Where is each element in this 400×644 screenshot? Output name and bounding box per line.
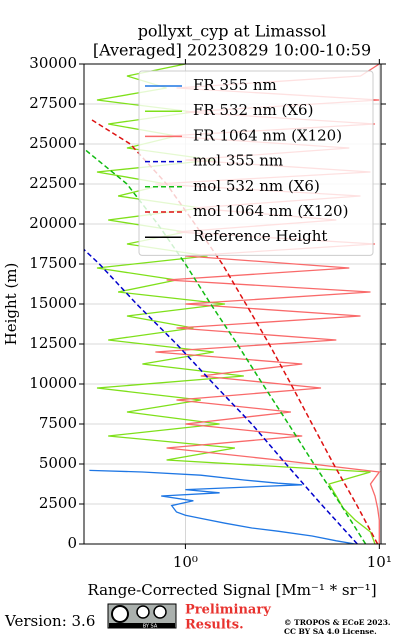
chart-subtitle: [Averaged] 20230829 10:00-10:59 <box>93 41 371 60</box>
legend-label: mol 355 nm <box>193 152 283 170</box>
series-line <box>89 469 356 544</box>
sa-icon <box>153 605 167 619</box>
y-tick-label: 15000 <box>29 294 77 312</box>
y-tick-label: 0 <box>67 534 77 552</box>
y-tick-label: 7500 <box>39 414 77 432</box>
legend-label: FR 1064 nm (X120) <box>193 126 342 144</box>
y-tick-label: 30000 <box>29 54 77 72</box>
badge-strip <box>109 623 175 628</box>
y-tick-label: 10000 <box>29 374 77 392</box>
y-tick-label: 5000 <box>39 454 77 472</box>
notice-line: Preliminary <box>185 603 271 618</box>
y-tick-label: 27500 <box>29 94 77 112</box>
y-tick-label: 20000 <box>29 214 77 232</box>
legend-label: FR 532 nm (X6) <box>193 101 313 119</box>
series-line <box>84 249 358 544</box>
y-tick-label: 2500 <box>39 494 77 512</box>
x-tick-label: 10⁰ <box>173 553 198 571</box>
by-icon <box>136 605 150 619</box>
copyright: CC BY SA 4.0 License. <box>284 627 377 636</box>
copyright: © TROPOS & ECoE 2023. <box>284 618 391 627</box>
cc-badge: BY SA <box>107 603 177 630</box>
cc-icon <box>111 605 129 623</box>
legend: FR 355 nm FR 532 nm (X6) FR 1064 nm (X120)… <box>138 70 374 256</box>
x-tick-label: 10¹ <box>367 553 392 571</box>
legend-label: Reference Height <box>193 227 327 245</box>
y-tick-label: 12500 <box>29 334 77 352</box>
y-axis-label: Height (m) <box>2 263 20 346</box>
notice-line: Results. <box>185 618 244 633</box>
version: Version: 3.6 <box>4 612 95 630</box>
chart-title: pollyxt_cyp at Limassol <box>138 22 327 41</box>
legend-label: mol 1064 nm (X120) <box>193 202 348 220</box>
legend-box <box>138 70 374 256</box>
y-tick-label: 22500 <box>29 174 77 192</box>
y-tick-label: 25000 <box>29 134 77 152</box>
legend-label: FR 355 nm <box>193 76 277 94</box>
x-axis-label: Range-Corrected Signal [Mm⁻¹ * sr⁻¹] <box>87 581 376 599</box>
badge-text: BY SA <box>143 624 158 630</box>
y-tick-label: 17500 <box>29 254 77 272</box>
legend-label: mol 532 nm (X6) <box>193 177 320 195</box>
